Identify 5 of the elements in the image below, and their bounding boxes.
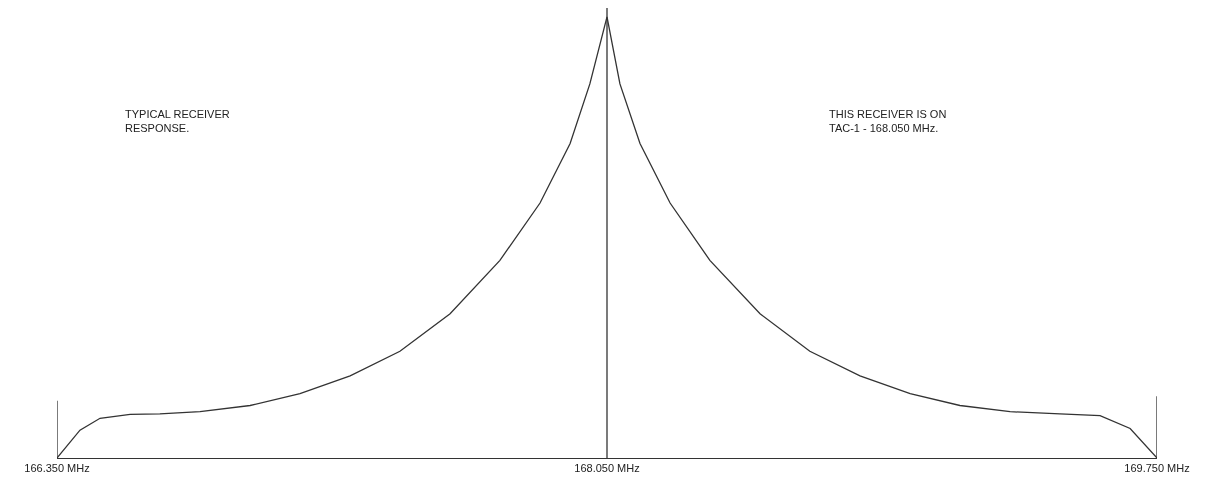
x-tick-label: 168.050 MHz — [574, 462, 640, 475]
annotation: THIS RECEIVER IS ON TAC-1 - 168.050 MHz. — [829, 108, 947, 135]
x-tick-label: 169.750 MHz — [1124, 462, 1190, 475]
annotation: TYPICAL RECEIVER RESPONSE. — [125, 108, 230, 135]
x-tick-label: 166.350 MHz — [24, 462, 90, 475]
